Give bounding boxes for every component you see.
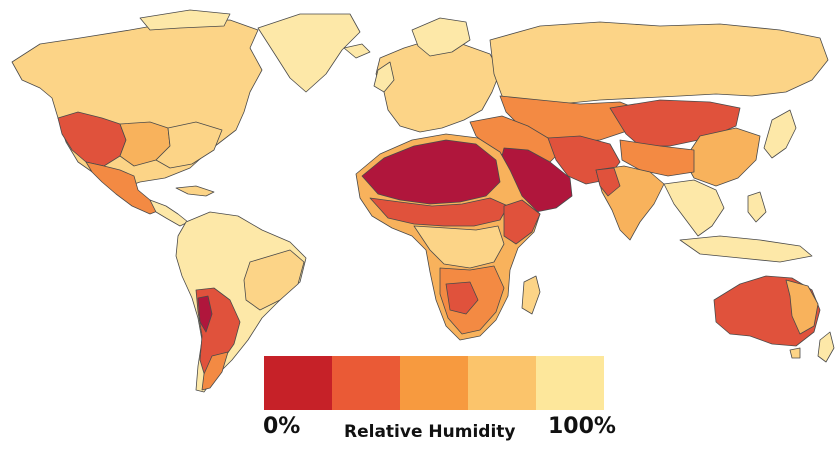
patagonia (201, 351, 229, 391)
southeast-asia (663, 179, 725, 237)
tasmania (789, 347, 801, 359)
legend-swatch-2 (332, 356, 400, 410)
legend-title: Relative Humidity (344, 422, 516, 442)
madagascar (521, 275, 541, 315)
new-zealand (817, 331, 835, 363)
humidity-legend-bar (264, 356, 604, 410)
iceland (343, 43, 371, 59)
scandinavia (411, 17, 471, 57)
arctic-islands (139, 9, 231, 31)
tibet (619, 139, 695, 177)
legend-swatch-1 (264, 356, 332, 410)
legend-swatch-4 (468, 356, 536, 410)
central-america (149, 199, 189, 227)
uk (373, 61, 395, 93)
central-africa (413, 225, 505, 269)
japan (763, 109, 797, 159)
indonesia (679, 235, 813, 263)
caribbean (175, 185, 215, 197)
land-layer (11, 9, 835, 393)
us-east (155, 121, 223, 169)
philippines (747, 191, 767, 223)
legend-max-label: 100% (548, 414, 616, 439)
australia-east (785, 279, 819, 335)
sahara (361, 139, 501, 205)
south-america-east-mid (243, 249, 305, 311)
legend-swatch-5 (536, 356, 604, 410)
greenland (257, 13, 361, 93)
horn-of-africa (503, 199, 541, 245)
legend-min-label: 0% (263, 414, 301, 439)
russia (489, 21, 829, 105)
kalahari (445, 281, 479, 315)
india-northwest-dry (595, 167, 621, 197)
legend-swatch-3 (400, 356, 468, 410)
atacama (197, 295, 213, 333)
